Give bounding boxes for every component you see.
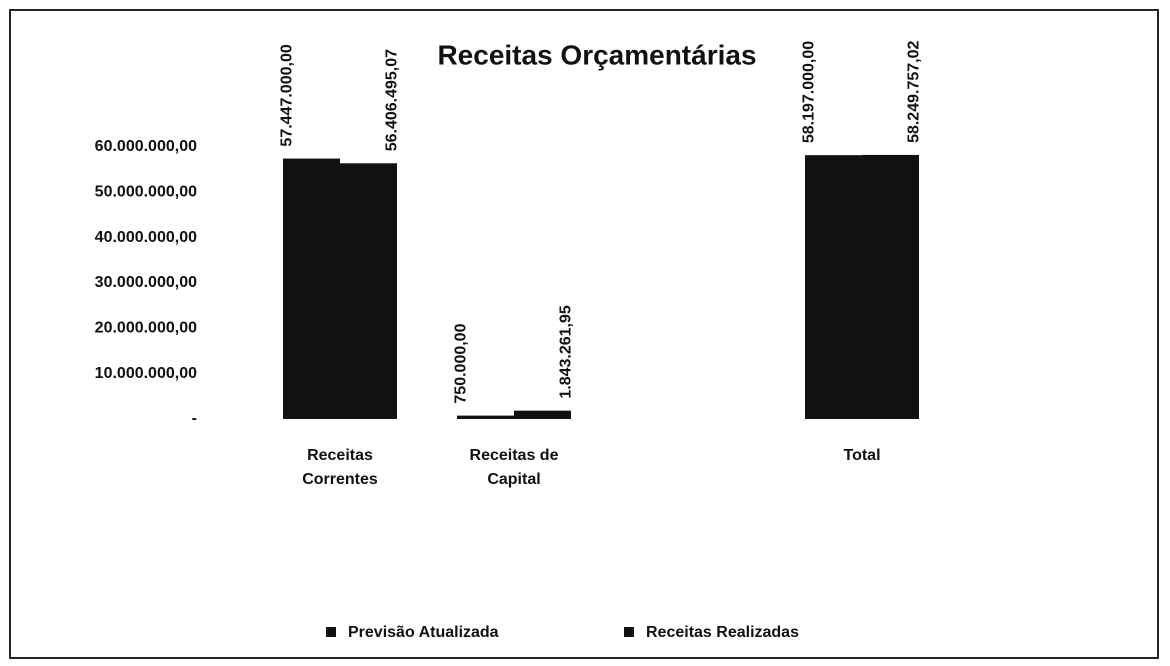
value-label: 750.000,00 — [453, 323, 470, 403]
chart-frame — [9, 9, 1159, 659]
y-tick-label: 40.000.000,00 — [95, 229, 197, 246]
legend-label: Previsão Atualizada — [348, 624, 499, 641]
y-tick-label: 20.000.000,00 — [95, 320, 197, 337]
chart-title: Receitas Orçamentárias — [437, 39, 756, 70]
bar — [862, 154, 919, 419]
legend-marker — [624, 627, 634, 637]
y-tick-label: 10.000.000,00 — [95, 365, 197, 382]
legend-marker — [326, 627, 336, 637]
bar — [340, 163, 397, 419]
value-label: 58.197.000,00 — [801, 41, 818, 143]
bar — [514, 410, 571, 419]
value-label: 58.249.757,02 — [906, 41, 923, 143]
x-tick-label: Receitas Correntes — [302, 447, 378, 488]
value-label: 57.447.000,00 — [279, 44, 296, 146]
x-tick-label: Total — [843, 447, 881, 464]
bar — [457, 415, 514, 419]
y-tick-label: - — [192, 410, 197, 427]
y-tick-label: 50.000.000,00 — [95, 184, 197, 201]
x-tick-label: Receitas de Capital — [469, 447, 559, 488]
legend-label: Receitas Realizadas — [646, 624, 799, 641]
bar — [283, 158, 340, 419]
value-label: 1.843.261,95 — [558, 305, 575, 399]
y-tick-label: 30.000.000,00 — [95, 274, 197, 291]
y-tick-label: 60.000.000,00 — [95, 138, 197, 155]
value-label: 56.406.495,07 — [384, 49, 401, 151]
bar — [805, 155, 862, 420]
